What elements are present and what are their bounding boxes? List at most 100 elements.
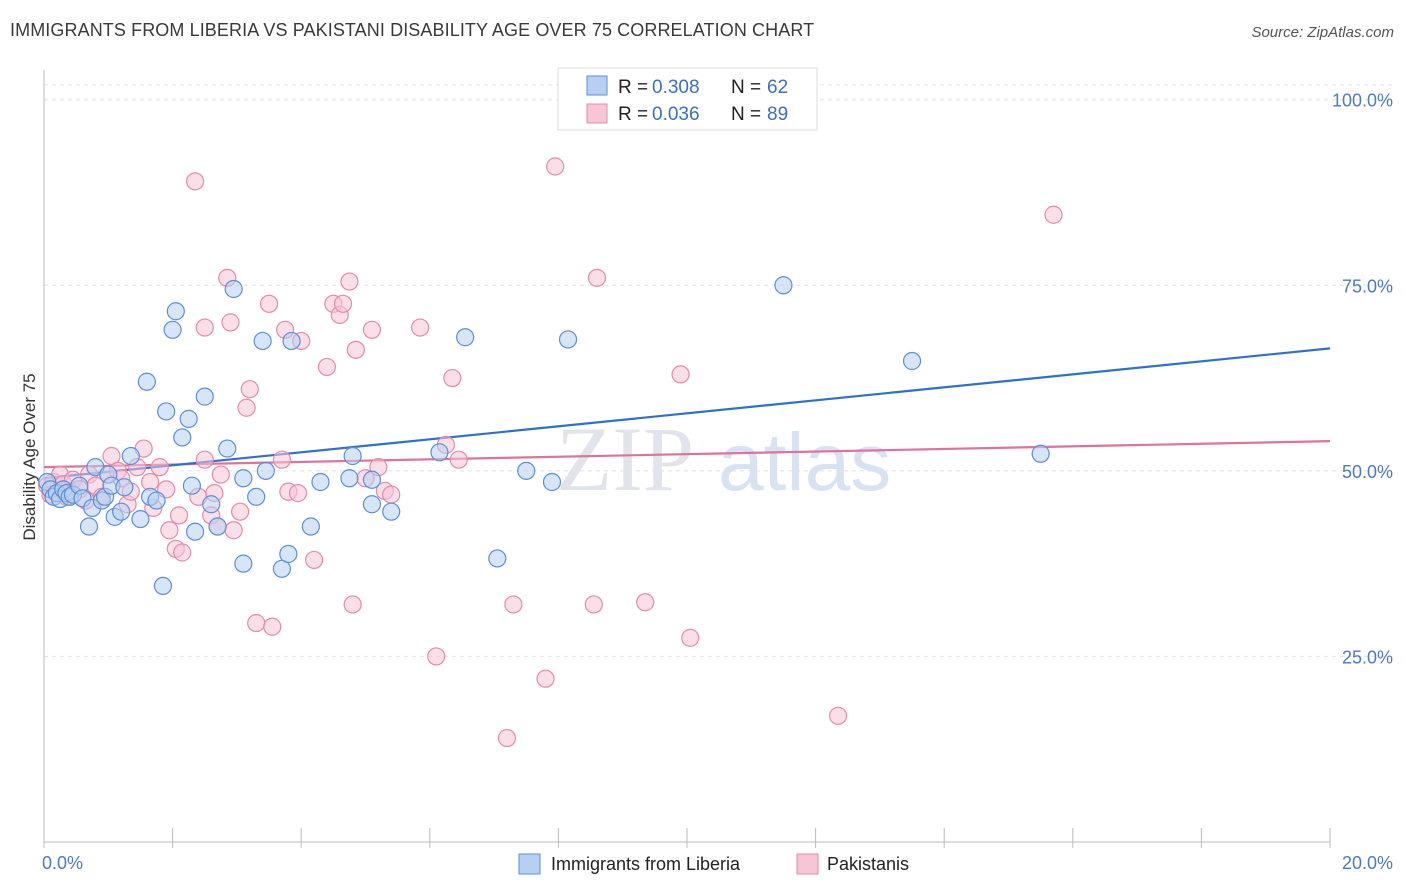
bottom-legend: Immigrants from Liberia Pakistanis	[518, 853, 909, 875]
point-pakistani-76	[636, 593, 655, 612]
point-liberia-34	[195, 387, 214, 406]
point-pakistani-59	[346, 340, 365, 359]
legend-pakistani-n-label: N =	[731, 104, 761, 125]
point-pakistani-47	[272, 450, 292, 469]
y-tick-label-50: 50.0%	[1342, 462, 1393, 482]
point-pakistani-68	[443, 368, 462, 388]
point-pakistani-30	[186, 172, 205, 191]
point-pakistani-41	[231, 502, 250, 521]
point-pakistani-78	[681, 628, 700, 647]
point-pakistani-75	[587, 268, 607, 287]
point-liberia-23	[137, 372, 156, 391]
point-liberia-25	[147, 491, 166, 510]
point-liberia-40	[234, 469, 253, 488]
legend-liberia-n-label: N =	[731, 77, 761, 98]
legend-liberia-r-value: 0.308	[652, 77, 700, 98]
bottom-legend-swatch-pakistani	[796, 853, 819, 875]
point-liberia-29	[166, 302, 185, 321]
trend-line-pakistani	[43, 440, 1331, 469]
point-liberia-51	[362, 470, 382, 489]
point-pakistani-50	[288, 484, 308, 503]
point-pakistani-64	[382, 485, 401, 504]
point-pakistani-66	[427, 647, 446, 666]
point-liberia-42	[253, 331, 272, 351]
legend-pakistani-r-label: R =	[618, 104, 648, 125]
point-pakistani-26	[160, 521, 179, 540]
point-liberia-21	[121, 446, 140, 466]
point-liberia-26	[153, 576, 173, 596]
legend-swatch-liberia	[586, 75, 608, 96]
point-pakistani-33	[195, 450, 214, 469]
legend-pakistani-n-value: 89	[767, 104, 788, 125]
point-pakistani-43	[240, 380, 259, 399]
point-pakistani-69	[449, 450, 468, 469]
point-pakistani-74	[584, 595, 603, 614]
point-pakistani-80	[1044, 205, 1063, 224]
point-liberia-57	[517, 461, 536, 480]
point-liberia-35	[202, 495, 221, 514]
legend-liberia-n-value: 62	[767, 77, 788, 98]
point-liberia-28	[163, 320, 182, 339]
point-pakistani-71	[504, 595, 523, 614]
point-pakistani-53	[317, 357, 337, 377]
legend-swatch-pakistani	[586, 103, 608, 124]
point-pakistani-28	[169, 506, 189, 525]
point-liberia-31	[179, 409, 198, 428]
watermark-atlas: atlas	[718, 417, 891, 508]
point-pakistani-40	[224, 521, 243, 540]
axes: 25.0% 50.0% 75.0% 100.0%	[43, 70, 1393, 848]
point-liberia-46	[282, 331, 301, 351]
point-liberia-36	[208, 517, 227, 536]
point-pakistani-29	[173, 543, 192, 562]
data-points	[38, 157, 1063, 748]
point-pakistani-45	[259, 294, 279, 313]
point-liberia-39	[234, 554, 253, 573]
bottom-legend-label-liberia: Immigrants from Liberia	[551, 854, 741, 874]
point-liberia-41	[247, 487, 266, 506]
point-pakistani-65	[411, 318, 430, 337]
point-pakistani-72	[536, 669, 555, 688]
point-pakistani-77	[671, 365, 690, 384]
point-pakistani-32	[195, 318, 214, 337]
point-liberia-11	[79, 517, 99, 536]
bottom-legend-label-pakistani: Pakistanis	[827, 854, 909, 874]
point-liberia-58	[542, 472, 562, 492]
point-liberia-27	[157, 402, 176, 421]
point-liberia-30	[173, 428, 192, 447]
point-pakistani-58	[343, 595, 362, 614]
point-pakistani-56	[333, 294, 353, 313]
point-pakistani-39	[221, 313, 240, 332]
y-tick-label-100: 100.0%	[1332, 91, 1393, 111]
point-pakistani-61	[362, 320, 382, 339]
point-liberia-43	[256, 461, 275, 480]
point-pakistani-70	[497, 728, 517, 748]
point-liberia-32	[182, 476, 201, 495]
point-pakistani-44	[247, 613, 266, 633]
point-liberia-54	[430, 443, 449, 462]
point-liberia-56	[488, 549, 507, 568]
point-liberia-37	[218, 439, 237, 458]
point-pakistani-52	[304, 550, 324, 570]
point-liberia-52	[362, 495, 382, 514]
trend-lines	[43, 347, 1331, 480]
point-liberia-55	[456, 328, 475, 347]
point-liberia-19	[112, 502, 131, 521]
source-label: Source: ZipAtlas.com	[1251, 24, 1394, 41]
point-pakistani-57	[340, 272, 359, 291]
point-pakistani-24	[150, 458, 169, 477]
point-liberia-33	[186, 522, 205, 541]
point-liberia-61	[902, 351, 922, 371]
trend-line-liberia	[43, 347, 1331, 480]
point-liberia-38	[224, 279, 243, 299]
point-pakistani-37	[211, 465, 230, 484]
legend-pakistani-r-value: 0.036	[652, 104, 700, 125]
point-liberia-48	[311, 472, 330, 492]
chart-title: IMMIGRANTS FROM LIBERIA VS PAKISTANI DIS…	[10, 20, 815, 40]
point-liberia-49	[340, 469, 359, 488]
point-liberia-53	[382, 502, 401, 521]
legend-liberia-r-label: R =	[618, 77, 648, 98]
point-liberia-59	[558, 330, 578, 349]
point-liberia-20	[115, 478, 134, 497]
top-legend: R = 0.308 N = 62 R = 0.036 N = 89	[557, 67, 818, 131]
